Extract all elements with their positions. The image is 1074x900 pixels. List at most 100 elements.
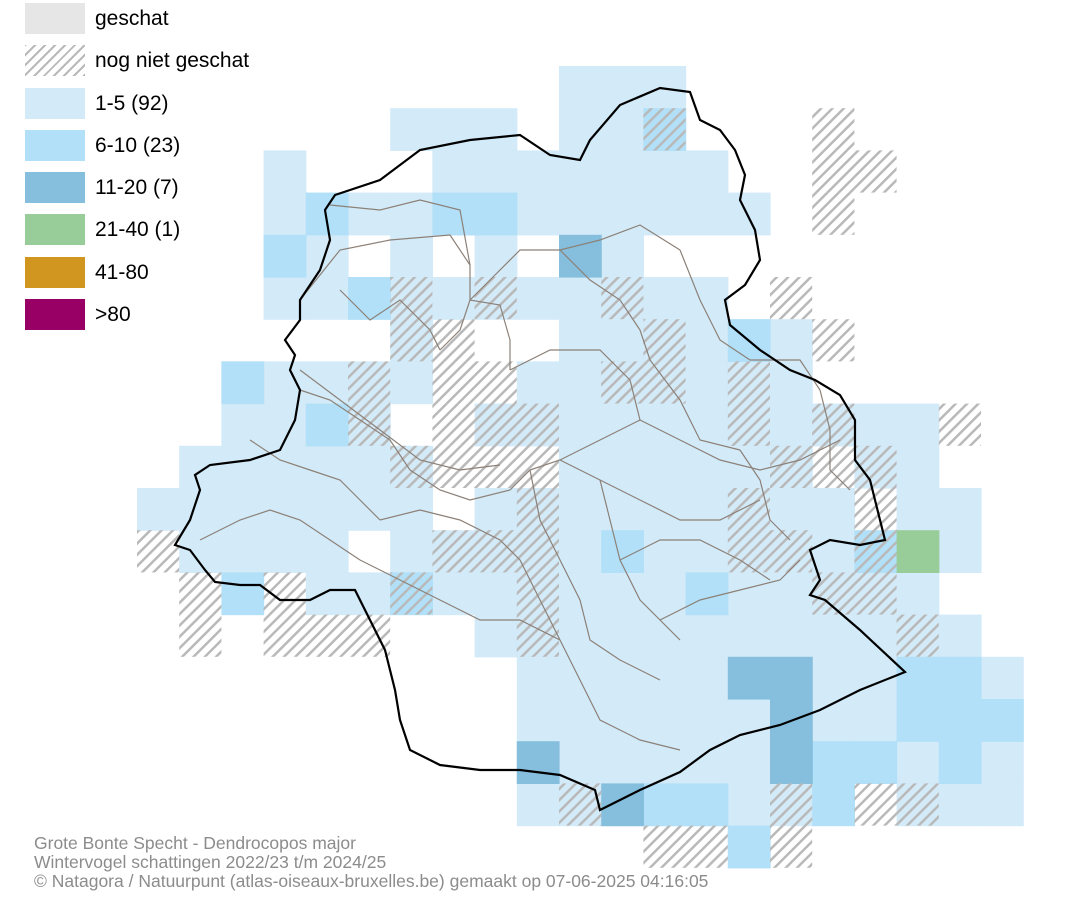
grid-cell-not-yet-estimated: [685, 825, 728, 868]
grid-cell-class-1-5: [221, 403, 265, 447]
grid-cell-class-1-5: [643, 699, 687, 742]
grid-cell-class-1-5: [601, 572, 644, 616]
legend-label: 1-5 (92): [95, 91, 169, 115]
map-caption: Grote Bonte Specht - Dendrocopos major W…: [34, 834, 708, 891]
grid-cell-not-yet-estimated: [770, 783, 813, 826]
grid-cell-class-1-5: [559, 192, 602, 236]
municipal-borders: [199, 199, 851, 751]
grid-cell-class-1-5: [812, 530, 855, 573]
grid-cell-not-yet-estimated: [770, 825, 813, 868]
legend-swatch: [25, 299, 85, 331]
grid-cell-class-1-5: [981, 656, 1024, 700]
grid-cell-class-1-5: [770, 488, 813, 531]
grid-cell-not-yet-estimated: [854, 488, 897, 531]
grid-cell-class-1-5: [643, 741, 687, 784]
grid-cell-class-11-20: [516, 741, 560, 784]
grid-cell-class-1-5: [727, 699, 771, 742]
grid-cell-class-6-10: [812, 783, 855, 827]
grid-cell-class-1-5: [685, 488, 729, 531]
grid-cell-not-yet-estimated: [812, 445, 855, 488]
grid-cell-class-1-5: [179, 445, 222, 489]
legend-label: 11-20 (7): [95, 176, 179, 200]
grid-cell-class-6-10: [263, 234, 307, 278]
grid-cell-class-1-5: [601, 234, 644, 278]
grid-cell-class-1-5: [516, 150, 560, 194]
grid-cell-not-yet-estimated: [812, 319, 855, 362]
grid-cell-class-1-5: [390, 108, 433, 151]
grid-cell-class-1-5: [643, 150, 687, 194]
grid-cell-class-1-5: [896, 488, 940, 531]
grid-cell-class-1-5: [221, 488, 265, 531]
grid-cell-class-1-5: [643, 445, 687, 489]
grid-cell-class-6-10: [305, 403, 349, 447]
grid-cell-class-1-5: [432, 108, 476, 151]
grid-cell-class-1-5: [305, 572, 349, 616]
grid-cell-class-6-10: [221, 361, 265, 405]
grid-cell-class-1-5: [221, 445, 265, 489]
grid-cell-class-1-5: [601, 192, 644, 236]
grid-cell-class-1-5: [263, 361, 307, 405]
grid-cell-class-1-5: [516, 192, 560, 236]
grid-cell-class-6-10: [938, 656, 982, 700]
grid-cell-class-1-5: [263, 488, 307, 531]
grid-cell-class-1-5: [559, 361, 602, 405]
legend-label: 6-10 (23): [95, 133, 181, 157]
grid-cell-class-1-5: [685, 699, 729, 742]
grid-cell-class-1-5: [474, 572, 518, 616]
grid-cell-class-1-5: [390, 361, 433, 405]
grid-cell-class-11-20: [770, 656, 813, 700]
grid-cell-not-yet-estimated: [516, 403, 559, 446]
grid-cell-class-6-10: [896, 656, 940, 700]
grid-cell-class-6-10: [981, 699, 1024, 742]
grid-cell-not-yet-estimated: [348, 361, 391, 404]
grid-cell-class-1-5: [516, 656, 560, 700]
legend-swatch: [25, 256, 85, 288]
grid-cell-class-6-10: [812, 741, 855, 784]
grid-cell-class-1-5: [559, 277, 602, 320]
grid-cell-class-1-5: [305, 234, 349, 278]
grid-cell-not-yet-estimated: [390, 277, 433, 320]
grid-cell-class-1-5: [854, 614, 898, 658]
grid-cell-class-1-5: [981, 741, 1024, 784]
grid-cell-class-1-5: [601, 699, 644, 742]
grid-cell-class-1-5: [559, 699, 602, 742]
grid-cell-not-yet-estimated: [643, 825, 686, 868]
grid-cell-class-1-5: [727, 572, 771, 616]
grid-cell-class-6-10: [643, 783, 687, 827]
grid-cell-class-1-5: [305, 361, 349, 405]
grid-cell-class-1-5: [474, 150, 518, 194]
grid-cell-class-1-5: [854, 403, 898, 447]
grid-cell-not-yet-estimated: [432, 403, 475, 446]
grid-cell-class-1-5: [643, 66, 687, 109]
legend-label: geschat: [95, 7, 169, 30]
grid-cell-class-1-5: [685, 530, 729, 573]
legend-swatch: [25, 172, 85, 204]
grid-cell-not-yet-estimated: [854, 572, 897, 615]
grid-cell-class-1-5: [432, 277, 476, 320]
grid-cell-class-1-5: [559, 66, 602, 109]
grid-cell-not-yet-estimated: [432, 445, 475, 488]
grid-cell-class-1-5: [559, 530, 602, 573]
grid-cell-class-1-5: [601, 108, 644, 151]
grid-cell-not-yet-estimated: [179, 572, 222, 615]
grid-cell-class-1-5: [854, 699, 898, 742]
grid-cell-not-yet-estimated: [643, 108, 686, 151]
legend-swatch: [25, 129, 85, 161]
grid-cell-class-1-5: [896, 403, 940, 447]
grid-cell-class-1-5: [685, 445, 729, 489]
grid-cell-class-1-5: [938, 530, 982, 573]
grid-cell-not-yet-estimated: [305, 614, 348, 657]
grid-cell-class-1-5: [601, 656, 644, 700]
grid-cell-class-1-5: [981, 783, 1024, 827]
grid-cell-class-1-5: [727, 614, 771, 658]
grid-cell-class-1-5: [179, 530, 222, 573]
grid-cell-class-1-5: [601, 488, 644, 531]
grid-cell-class-11-20: [601, 783, 644, 827]
grid-cell-class-1-5: [390, 234, 433, 278]
legend-label: nog niet geschat: [95, 49, 250, 73]
grid-cell-not-yet-estimated: [516, 572, 559, 615]
grid-cell-class-1-5: [685, 192, 729, 236]
survey-period: Wintervogel schattingen 2022/23 t/m 2024…: [34, 852, 387, 872]
grid-cell-not-yet-estimated: [348, 403, 391, 446]
grid-cell-class-1-5: [643, 656, 687, 700]
